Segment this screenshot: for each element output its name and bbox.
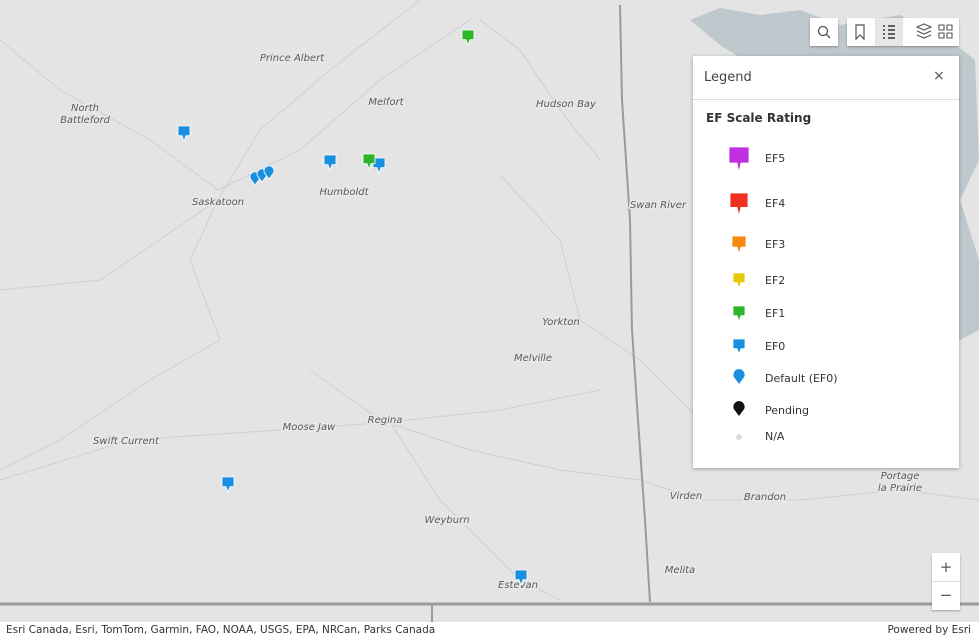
marker	[732, 368, 746, 386]
legend-label: EF2	[765, 274, 786, 287]
legend-icons	[728, 146, 750, 440]
place-label: Prince Albert	[260, 53, 325, 64]
legend-label: Default (EF0)	[765, 372, 838, 385]
powered-by[interactable]: Powered by Esri	[887, 624, 971, 636]
legend-heading: EF Scale Rating	[706, 111, 812, 125]
marker	[736, 434, 742, 440]
place-label: Brandon	[744, 492, 786, 503]
place-label: Saskatoon	[192, 197, 244, 208]
place-label: North	[71, 103, 99, 114]
marker	[263, 165, 275, 180]
legend-label: EF4	[765, 197, 786, 210]
marker	[731, 235, 747, 255]
marker	[177, 125, 191, 143]
search-icon	[817, 25, 831, 39]
marker	[372, 157, 386, 175]
divider	[693, 99, 959, 100]
place-label: Humboldt	[319, 187, 369, 198]
province-border	[619, 4, 651, 603]
layers-button[interactable]	[915, 23, 933, 39]
place-label: Moose Jaw	[283, 422, 336, 433]
place-label: Virden	[670, 491, 703, 502]
place-label: Melville	[514, 353, 552, 364]
legend-label: EF3	[765, 238, 786, 251]
attribution: Esri Canada, Esri, TomTom, Garmin, FAO, …	[6, 624, 436, 636]
place-label: Yorkton	[542, 317, 579, 328]
place-label: Portage	[881, 471, 920, 482]
place-label: Swan River	[630, 200, 687, 211]
legend-label: EF0	[765, 340, 786, 353]
marker	[732, 338, 746, 356]
qr-button[interactable]	[938, 24, 953, 39]
toolbar-icons	[855, 18, 953, 46]
place-label: Melita	[665, 565, 695, 576]
attribution-bar: Esri Canada, Esri, TomTom, Garmin, FAO, …	[0, 622, 979, 639]
zoom-out[interactable]: −	[939, 586, 953, 604]
search-button[interactable]	[810, 18, 838, 46]
legend-label: EF1	[765, 307, 786, 320]
zoom-in[interactable]: +	[932, 553, 960, 582]
legend-label: N/A	[765, 430, 785, 443]
place-label: Battleford	[60, 115, 111, 126]
zoom-controls: + −	[932, 553, 960, 610]
legend-title: Legend	[704, 70, 752, 85]
marker	[732, 272, 746, 290]
legend-button[interactable]	[875, 18, 903, 46]
place-label: la Prairie	[878, 483, 922, 494]
markers	[177, 29, 528, 587]
legend-label: Pending	[765, 404, 809, 417]
place-label: Melfort	[368, 97, 404, 108]
toolbar	[847, 18, 959, 46]
bookmarks-button[interactable]	[855, 24, 865, 41]
place-label: Regina	[368, 415, 403, 426]
place-label: Swift Current	[93, 436, 160, 447]
close-button[interactable]: ×	[933, 68, 945, 84]
place-label: Estevan	[498, 580, 538, 591]
place-label: Weyburn	[424, 515, 469, 526]
place-label: Hudson Bay	[536, 99, 597, 110]
marker	[729, 192, 749, 216]
roads	[0, 0, 979, 601]
marker	[362, 153, 376, 171]
marker	[732, 305, 746, 323]
marker	[323, 154, 337, 172]
marker	[728, 146, 750, 173]
marker	[732, 400, 746, 418]
marker	[221, 476, 235, 494]
marker	[514, 569, 528, 587]
legend-label: EF5	[765, 152, 786, 165]
legend-panel: Legend × EF Scale Rating EF5 EF4 EF3 EF2 EF1…	[693, 56, 959, 468]
marker	[461, 29, 475, 47]
